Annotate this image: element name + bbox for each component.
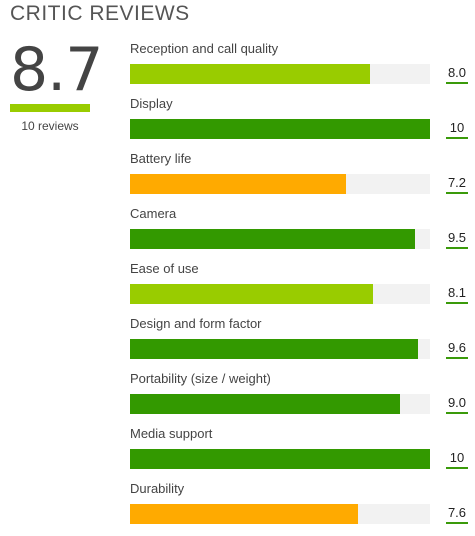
rating-value: 7.6 <box>446 504 468 524</box>
rating-bar-track <box>130 284 430 304</box>
rating-row-battery: Battery life 7.2 <box>130 151 470 206</box>
rating-bar-fill <box>130 449 430 469</box>
rating-bar-track <box>130 449 430 469</box>
rating-value: 7.2 <box>446 174 468 194</box>
rating-list: Reception and call quality 8.0 Display 1… <box>130 41 470 536</box>
rating-label: Reception and call quality <box>130 41 279 56</box>
rating-bar-fill <box>130 504 358 524</box>
rating-row-design: Design and form factor 9.6 <box>130 316 470 371</box>
rating-row-camera: Camera 9.5 <box>130 206 470 261</box>
rating-bar-track <box>130 504 430 524</box>
rating-bar-fill <box>130 64 370 84</box>
rating-bar-track <box>130 229 430 249</box>
rating-label: Display <box>130 96 173 111</box>
rating-label: Camera <box>130 206 177 221</box>
review-count: 10 reviews <box>21 119 79 133</box>
rating-bar-track <box>130 119 430 139</box>
rating-row-portability: Portability (size / weight) 9.0 <box>130 371 470 426</box>
rating-bar-fill <box>130 339 418 359</box>
rating-value: 10 <box>446 119 468 139</box>
rating-value: 8.1 <box>446 284 468 304</box>
rating-value: 9.6 <box>446 339 468 359</box>
rating-label: Portability (size / weight) <box>130 371 271 386</box>
section-title: CRITIC REVIEWS <box>10 2 190 25</box>
rating-label: Ease of use <box>130 261 199 276</box>
rating-label: Battery life <box>130 151 192 166</box>
rating-bar-fill <box>130 284 373 304</box>
rating-bar-track <box>130 394 430 414</box>
rating-bar-fill <box>130 229 415 249</box>
overall-rating: 8.7 10 reviews <box>10 35 103 133</box>
rating-value: 9.0 <box>446 394 468 414</box>
rating-row-reception: Reception and call quality 8.0 <box>130 41 470 96</box>
rating-value: 9.5 <box>446 229 468 249</box>
rating-value: 10 <box>446 449 468 469</box>
rating-bar-fill <box>130 394 400 414</box>
rating-bar-track <box>130 174 430 194</box>
overall-score-bar <box>10 104 90 112</box>
rating-row-media-support: Media support 10 <box>130 426 470 481</box>
rating-bar-track <box>130 339 430 359</box>
overall-score: 8.7 <box>10 35 103 105</box>
rating-label: Durability <box>130 481 185 496</box>
rating-row-ease-of-use: Ease of use 8.1 <box>130 261 470 316</box>
rating-label: Design and form factor <box>130 316 262 331</box>
rating-bar-fill <box>130 119 430 139</box>
rating-row-display: Display 10 <box>130 96 470 151</box>
rating-bar-fill <box>130 174 346 194</box>
rating-bar-track <box>130 64 430 84</box>
rating-row-durability: Durability 7.6 <box>130 481 470 536</box>
rating-value: 8.0 <box>446 64 468 84</box>
rating-label: Media support <box>130 426 213 441</box>
